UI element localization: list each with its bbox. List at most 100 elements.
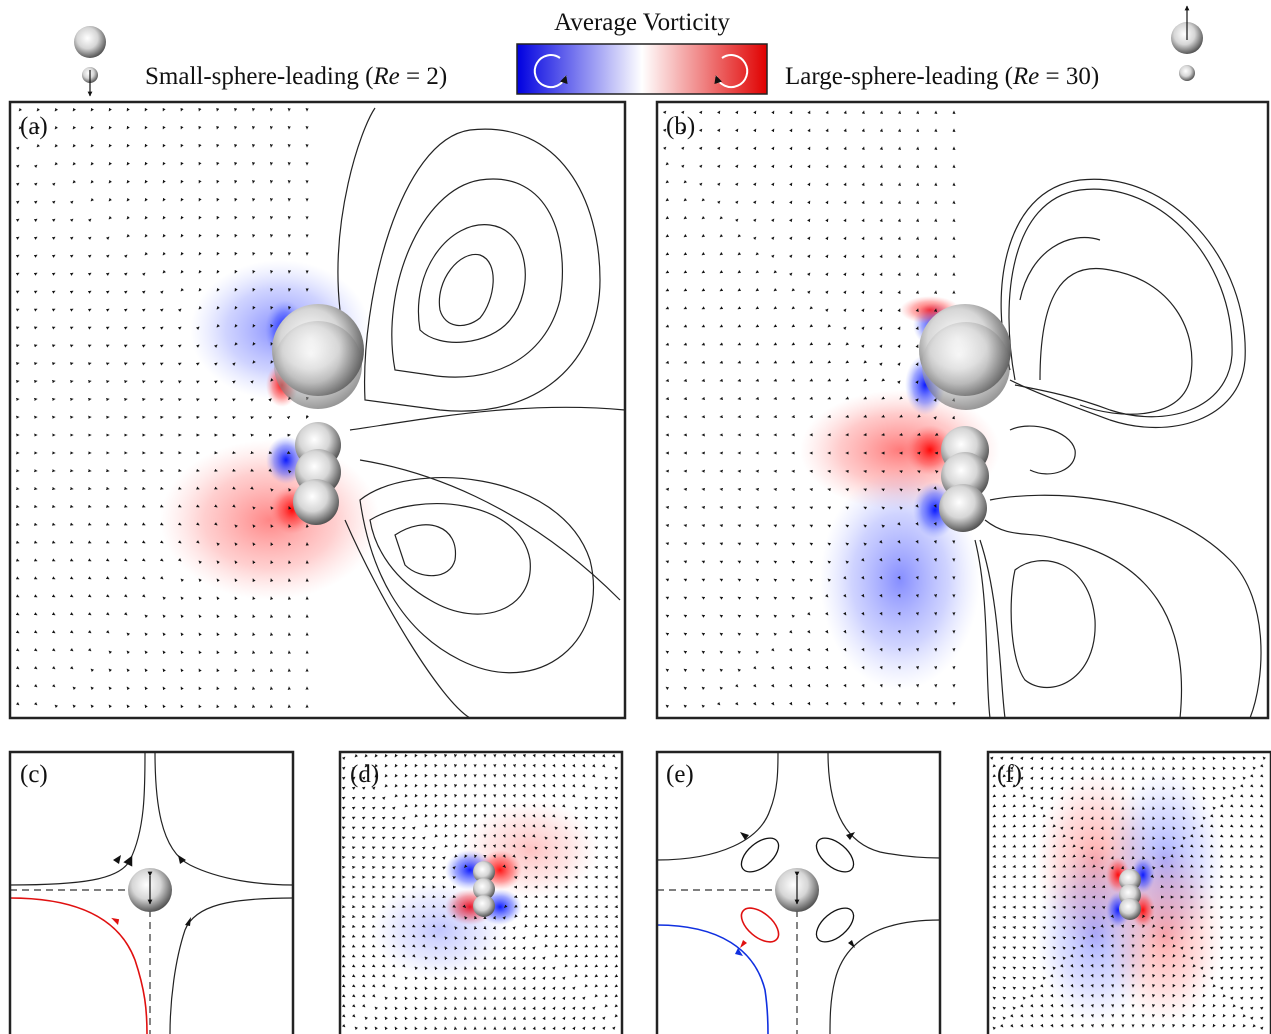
flow-arrow [288,470,292,474]
flow-arrow [933,416,937,420]
flow-arrow [951,415,955,420]
flow-arrow [452,904,456,908]
ccw-icon [533,54,568,89]
flow-arrow [524,914,528,918]
flow-arrow [514,914,518,918]
flow-arrow [288,396,292,400]
panel-b-content [662,110,1262,718]
flow-arrow [250,380,254,384]
flow-arrow [452,914,456,918]
flow-arrow [933,486,937,490]
flow-arrow [1101,906,1106,910]
flow-arrow [1110,924,1114,928]
flow-arrow [514,866,518,870]
flow-arrow [1092,926,1096,930]
flow-arrow [232,362,236,366]
flow-arrow [1170,864,1174,868]
flow-arrow [1160,864,1164,868]
flow-arrow [524,856,528,860]
panel-b [655,100,1270,720]
flow-arrow [452,876,457,880]
flow-arrow [268,416,273,420]
flow-arrow [288,488,292,492]
legend-left: Small-sphere-leading (Re = 2) [145,63,447,90]
panel-f [986,750,1271,1034]
flow-arrow [464,854,468,858]
cw-icon [714,54,749,89]
flow-arrow [1170,854,1174,858]
flow-arrow [286,415,291,420]
flow-arrow [1110,866,1114,870]
flow-arrow [442,924,446,928]
flow-arrow [1150,874,1154,878]
panel-label: (a) [20,113,48,140]
flow-arrow [502,864,506,868]
flow-arrow [524,924,528,928]
flow-arrow [1092,874,1096,878]
flow-arrow [1152,856,1156,860]
flow-arrow [935,470,939,474]
flow-arrow [444,844,448,848]
flow-arrow [1102,916,1106,920]
flow-arrow [1100,934,1104,938]
flow-arrow [268,398,272,402]
flow-arrow [454,926,458,930]
flow-arrow [1150,916,1154,920]
flow-arrow [454,844,458,848]
flow-arrow [442,856,446,860]
panel-a [8,100,627,720]
flow-arrow [934,432,939,436]
panel-d [338,750,624,1034]
flow-arrow [1092,916,1096,920]
flow-arrow [305,415,309,419]
flow-arrow [454,854,458,858]
flow-arrow [1102,874,1106,878]
panel-label: (d) [350,761,379,788]
flow-arrow [917,488,921,492]
flow-arrow [270,378,274,382]
flow-arrow [512,844,516,848]
flow-arrow [933,398,937,402]
flow-arrow [270,506,274,510]
flow-arrow [442,914,446,918]
flow-arrow [514,904,518,908]
panel-label: (e) [666,761,694,788]
flow-arrow [492,915,496,920]
flow-arrow [464,864,468,868]
flow-arrow [915,398,919,402]
flow-arrow [250,486,254,490]
flow-arrow [917,414,921,418]
panel-label: (c) [20,761,48,788]
flow-arrow [1160,916,1164,920]
panel-e [655,750,942,1034]
flow-arrow [462,904,466,908]
flow-arrow [1142,924,1146,928]
flow-arrow [270,488,274,492]
flow-arrow [268,468,272,472]
icon-right [1171,5,1203,81]
flow-arrow [502,926,506,930]
flow-arrow [1100,924,1104,928]
flow-arrow [512,926,516,930]
flow-arrow [522,844,526,848]
flow-arrow [286,450,291,454]
panel-d-content [341,753,619,1031]
icon-left [74,26,106,97]
flow-arrow [915,504,919,508]
panel-c-content [9,751,294,1034]
flow-arrow [1150,906,1155,910]
flow-arrow [514,876,518,880]
flow-arrow [1170,936,1174,940]
flow-arrow [464,916,468,920]
flow-arrow [1152,924,1156,928]
flow-arrow [502,854,506,858]
panel-label: (f) [997,761,1022,788]
flow-arrow [512,854,516,858]
panel-f-content [989,756,1267,1031]
flow-arrow [1100,866,1104,870]
flow-arrow [1170,926,1174,930]
flow-arrow [452,866,456,870]
colorbar-title: Average Vorticity [554,9,730,36]
flow-arrow [1162,934,1166,938]
